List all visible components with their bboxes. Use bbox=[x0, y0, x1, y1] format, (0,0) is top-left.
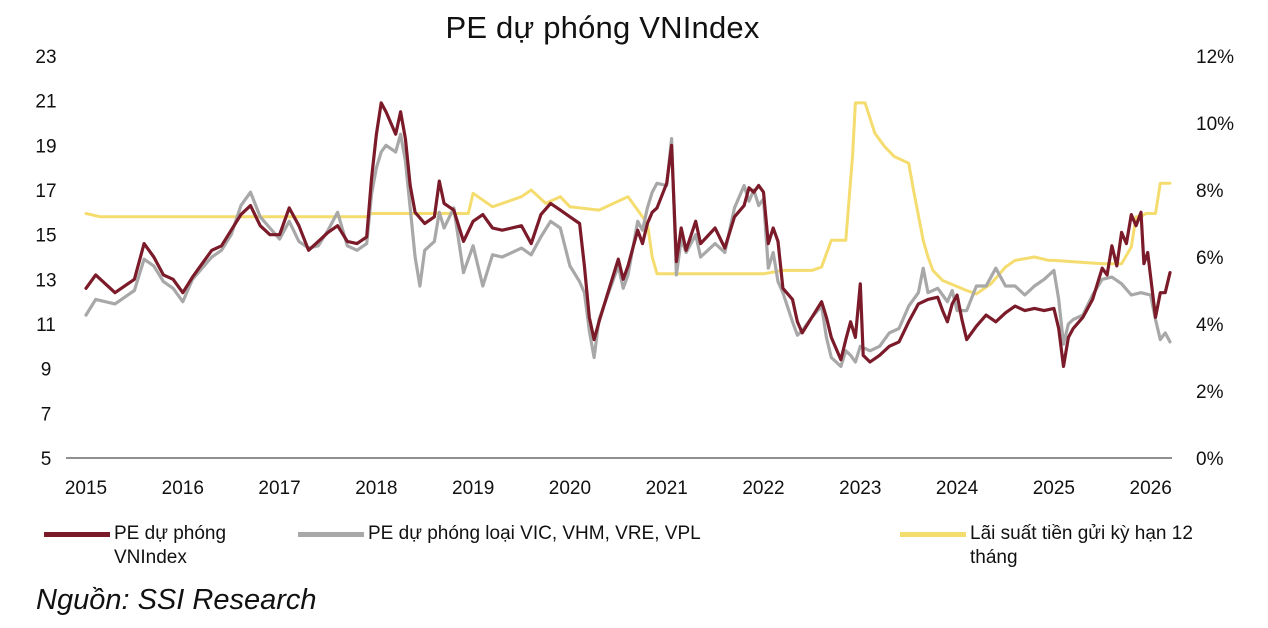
y-left-tick-label: 19 bbox=[35, 136, 56, 157]
x-tick-label: 2024 bbox=[936, 478, 979, 499]
series-line-1 bbox=[84, 132, 1172, 368]
x-tick-label: 2016 bbox=[162, 478, 204, 499]
y-left-tick-label: 11 bbox=[36, 315, 56, 336]
y-left-tick-label: 5 bbox=[41, 449, 52, 470]
x-tick-label: 2026 bbox=[1130, 478, 1172, 499]
y-left-tick-label: 15 bbox=[35, 226, 56, 247]
legend-label: PE dự phóng loại VIC, VHM, VRE, VPL bbox=[368, 523, 701, 544]
y-right-tick-label: 8% bbox=[1196, 181, 1224, 202]
y-left-tick-label: 21 bbox=[35, 92, 56, 113]
x-tick-label: 2019 bbox=[452, 478, 494, 499]
legend-label: PE dự phóng VNIndex bbox=[114, 523, 227, 568]
x-axis: 2015 2016 2017 2018 2019 2020 2021 2022 2023 2024… bbox=[65, 457, 1172, 499]
chart-title: PE dự phóng VNIndex bbox=[445, 10, 760, 45]
x-tick-label: 2017 bbox=[258, 478, 300, 499]
series-layer bbox=[84, 101, 1172, 368]
y-right-tick-label: 12% bbox=[1196, 47, 1234, 68]
y-right-tick-label: 10% bbox=[1196, 114, 1234, 135]
legend-label: Lãi suất tiền gửi kỳ hạn 12 tháng bbox=[970, 523, 1193, 568]
x-tick-label: 2018 bbox=[355, 478, 397, 499]
x-tick-label: 2015 bbox=[65, 478, 107, 499]
series-line-2 bbox=[84, 101, 1172, 296]
x-tick-label: 2025 bbox=[1033, 478, 1075, 499]
legend-swatch bbox=[900, 532, 966, 537]
series-line-0 bbox=[84, 101, 1172, 368]
y-left-tick-label: 17 bbox=[35, 181, 56, 202]
y-left-axis: 23 21 19 17 15 13 11 9 7 5 bbox=[35, 47, 56, 470]
x-tick-label: 2021 bbox=[646, 478, 688, 499]
legend-swatch bbox=[44, 532, 110, 537]
y-left-tick-label: 7 bbox=[41, 404, 52, 425]
y-right-tick-label: 2% bbox=[1196, 382, 1224, 403]
y-right-tick-label: 6% bbox=[1196, 248, 1224, 269]
x-tick-label: 2022 bbox=[742, 478, 784, 499]
y-right-axis: 12% 10% 8% 6% 4% 2% 0% bbox=[1196, 47, 1234, 470]
y-left-tick-label: 13 bbox=[35, 270, 56, 291]
source-note: Nguồn: SSI Research bbox=[36, 584, 317, 616]
x-tick-label: 2023 bbox=[839, 478, 881, 499]
x-tick-label: 2020 bbox=[549, 478, 591, 499]
y-left-tick-label: 23 bbox=[35, 47, 56, 68]
y-right-tick-label: 0% bbox=[1196, 449, 1224, 470]
y-right-tick-label: 4% bbox=[1196, 315, 1224, 336]
y-left-tick-label: 9 bbox=[41, 360, 52, 381]
legend-swatch bbox=[298, 532, 364, 537]
